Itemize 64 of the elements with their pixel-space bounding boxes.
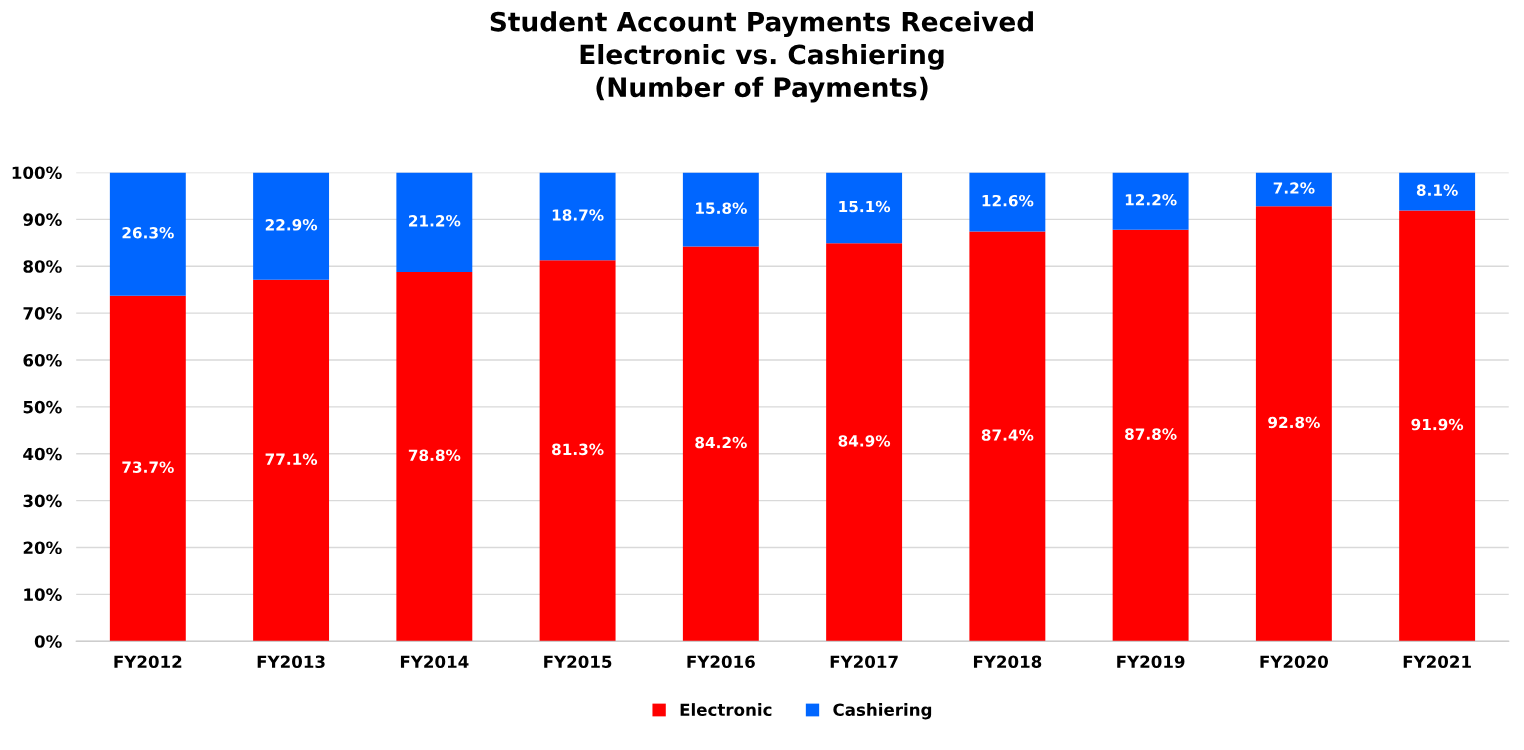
y-tick-label: 100% (12, 166, 62, 180)
y-tick-label: 70% (23, 307, 62, 320)
data-label: 77.1% (265, 453, 318, 465)
bar (109, 172, 186, 296)
bar (826, 172, 903, 244)
legend-label: Electronic (680, 703, 772, 717)
bar (253, 172, 330, 280)
bar (396, 172, 473, 272)
data-label: 92.8% (1268, 416, 1320, 429)
y-tick-label: 90% (23, 213, 62, 226)
y-tick-label: 80% (23, 260, 62, 273)
bar (826, 243, 903, 642)
data-label: 84.9% (838, 435, 891, 447)
bar (682, 172, 759, 247)
data-label: 8.1% (1416, 184, 1458, 196)
chart-title: Student Account Payments Received Electronic vs. Cashiering (Number of Payments) (490, 11, 1033, 103)
x-tick-label: FY2018 (973, 655, 1042, 669)
y-tick-label: 30% (23, 494, 62, 508)
x-tick-label: FY2015 (544, 655, 612, 669)
x-tick-label: FY2017 (830, 655, 898, 669)
y-tick-label: 10% (24, 588, 62, 601)
y-tick-label: 50% (23, 400, 62, 414)
data-label: 91.9% (1411, 418, 1464, 431)
data-label: 15.1% (839, 200, 891, 213)
bar (1399, 210, 1476, 642)
x-tick-label: FY2019 (1117, 655, 1185, 669)
data-label: 21.2% (409, 215, 461, 227)
bar (969, 231, 1046, 642)
data-label: 12.2% (1125, 193, 1177, 206)
bar (1255, 172, 1332, 207)
bar (682, 246, 759, 642)
x-tick-label: FY2016 (687, 655, 755, 669)
y-tick-label: 60% (23, 353, 62, 367)
bar (1399, 172, 1476, 211)
data-label: 73.7% (122, 461, 174, 473)
data-label: 84.2% (695, 436, 747, 449)
data-label: 18.7% (552, 209, 604, 221)
bar (1255, 206, 1332, 642)
data-label: 7.2% (1273, 182, 1315, 194)
y-tick-label: 40% (23, 447, 62, 461)
bar (253, 279, 330, 642)
data-label: 22.9% (265, 219, 318, 231)
data-label: 87.4% (981, 429, 1034, 441)
bar (1112, 229, 1189, 642)
data-label: 15.8% (696, 202, 747, 214)
bar (539, 172, 616, 261)
bar (396, 271, 473, 642)
bar (969, 172, 1046, 232)
bar (1112, 172, 1189, 230)
data-label: 81.3% (552, 443, 604, 456)
y-tick-label: 20% (23, 541, 62, 555)
data-label: 12.6% (982, 194, 1034, 207)
x-tick-label: FY2021 (1403, 655, 1471, 669)
data-label: 78.8% (408, 449, 461, 461)
y-tick-label: 0% (34, 635, 62, 648)
data-label: 87.8% (1125, 428, 1177, 440)
bar (539, 260, 616, 642)
bar (109, 295, 186, 642)
x-tick-label: FY2020 (1260, 655, 1328, 669)
data-label: 26.3% (122, 227, 174, 239)
x-tick-label: FY2012 (114, 655, 182, 669)
x-tick-label: FY2013 (257, 655, 325, 669)
legend-label: Cashiering (833, 703, 932, 720)
x-tick-label: FY2014 (400, 655, 469, 669)
